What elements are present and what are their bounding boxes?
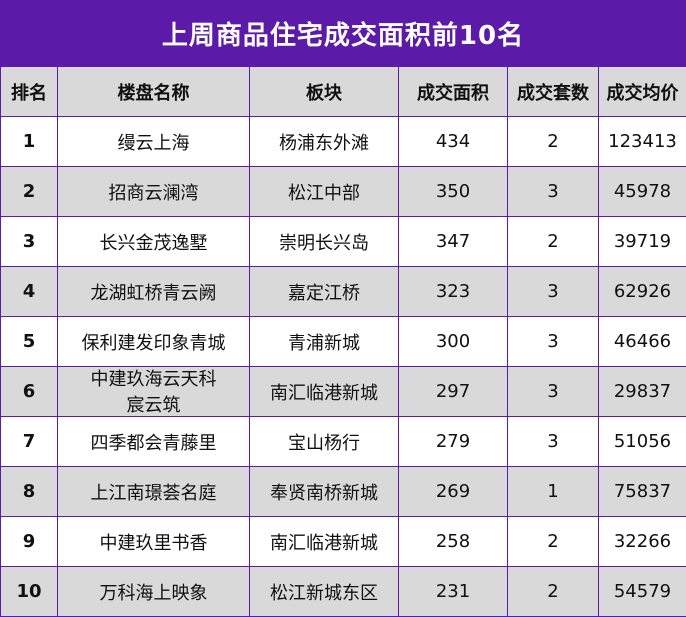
header-avg-price: 成交均价 xyxy=(599,67,686,117)
area-cell: 258 xyxy=(399,517,508,567)
header-rank: 排名 xyxy=(1,67,58,117)
district-cell: 嘉定江桥 xyxy=(250,267,399,317)
avg-price-cell: 29837 xyxy=(599,367,686,417)
units-cell: 3 xyxy=(508,167,599,217)
project-name-cell: 缦云上海 xyxy=(58,117,250,167)
district-cell: 宝山杨行 xyxy=(250,417,399,467)
units-cell: 3 xyxy=(508,317,599,367)
table-title: 上周商品住宅成交面积前10名 xyxy=(0,0,686,66)
district-cell: 杨浦东外滩 xyxy=(250,117,399,167)
district-cell: 南汇临港新城 xyxy=(250,367,399,417)
units-cell: 3 xyxy=(508,417,599,467)
avg-price-cell: 32266 xyxy=(599,517,686,567)
avg-price-cell: 54579 xyxy=(599,567,686,617)
avg-price-cell: 123413 xyxy=(599,117,686,167)
area-cell: 323 xyxy=(399,267,508,317)
project-name-cell: 中建玖里书香 xyxy=(58,517,250,567)
district-cell: 松江新城东区 xyxy=(250,567,399,617)
area-cell: 347 xyxy=(399,217,508,267)
table-row: 2 招商云澜湾 松江中部 350 3 45978 xyxy=(1,167,686,217)
avg-price-cell: 45978 xyxy=(599,167,686,217)
project-name-text: 中建玖海云天科宸云筑 xyxy=(89,367,219,416)
avg-price-cell: 62926 xyxy=(599,267,686,317)
project-name-cell: 招商云澜湾 xyxy=(58,167,250,217)
district-cell: 松江中部 xyxy=(250,167,399,217)
ranking-table: 排名 楼盘名称 板块 成交面积 成交套数 成交均价 1 缦云上海 杨浦东外滩 4… xyxy=(0,66,686,617)
table-row: 7 四季都会青藤里 宝山杨行 279 3 51056 xyxy=(1,417,686,467)
units-cell: 3 xyxy=(508,367,599,417)
rank-cell: 1 xyxy=(1,117,58,167)
units-cell: 2 xyxy=(508,567,599,617)
avg-price-cell: 75837 xyxy=(599,467,686,517)
rank-cell: 3 xyxy=(1,217,58,267)
units-cell: 1 xyxy=(508,467,599,517)
area-cell: 434 xyxy=(399,117,508,167)
table-row: 6 中建玖海云天科宸云筑 南汇临港新城 297 3 29837 xyxy=(1,367,686,417)
area-cell: 297 xyxy=(399,367,508,417)
units-cell: 2 xyxy=(508,217,599,267)
area-cell: 231 xyxy=(399,567,508,617)
table-row: 5 保利建发印象青城 青浦新城 300 3 46466 xyxy=(1,317,686,367)
project-name-wrapped: 中建玖海云天科宸云筑 xyxy=(58,367,249,416)
header-district: 板块 xyxy=(250,67,399,117)
area-cell: 300 xyxy=(399,317,508,367)
rank-cell: 4 xyxy=(1,267,58,317)
avg-price-cell: 51056 xyxy=(599,417,686,467)
project-name-cell: 保利建发印象青城 xyxy=(58,317,250,367)
table-row: 9 中建玖里书香 南汇临港新城 258 2 32266 xyxy=(1,517,686,567)
rank-cell: 2 xyxy=(1,167,58,217)
district-cell: 青浦新城 xyxy=(250,317,399,367)
project-name-cell: 四季都会青藤里 xyxy=(58,417,250,467)
table-row: 8 上江南璟荟名庭 奉贤南桥新城 269 1 75837 xyxy=(1,467,686,517)
area-cell: 279 xyxy=(399,417,508,467)
header-project-name: 楼盘名称 xyxy=(58,67,250,117)
rank-cell: 8 xyxy=(1,467,58,517)
rank-cell: 7 xyxy=(1,417,58,467)
header-area: 成交面积 xyxy=(399,67,508,117)
avg-price-cell: 46466 xyxy=(599,317,686,367)
table-row: 10 万科海上映象 松江新城东区 231 2 54579 xyxy=(1,567,686,617)
area-cell: 350 xyxy=(399,167,508,217)
units-cell: 2 xyxy=(508,517,599,567)
rank-cell: 6 xyxy=(1,367,58,417)
avg-price-cell: 39719 xyxy=(599,217,686,267)
district-cell: 崇明长兴岛 xyxy=(250,217,399,267)
table-header-row: 排名 楼盘名称 板块 成交面积 成交套数 成交均价 xyxy=(1,67,686,117)
area-cell: 269 xyxy=(399,467,508,517)
units-cell: 2 xyxy=(508,117,599,167)
units-cell: 3 xyxy=(508,267,599,317)
district-cell: 奉贤南桥新城 xyxy=(250,467,399,517)
table-row: 1 缦云上海 杨浦东外滩 434 2 123413 xyxy=(1,117,686,167)
rank-cell: 10 xyxy=(1,567,58,617)
project-name-cell: 万科海上映象 xyxy=(58,567,250,617)
rank-cell: 9 xyxy=(1,517,58,567)
project-name-cell: 龙湖虹桥青云阙 xyxy=(58,267,250,317)
district-cell: 南汇临港新城 xyxy=(250,517,399,567)
project-name-cell: 长兴金茂逸墅 xyxy=(58,217,250,267)
header-units: 成交套数 xyxy=(508,67,599,117)
project-name-cell: 上江南璟荟名庭 xyxy=(58,467,250,517)
table-row: 4 龙湖虹桥青云阙 嘉定江桥 323 3 62926 xyxy=(1,267,686,317)
table-row: 3 长兴金茂逸墅 崇明长兴岛 347 2 39719 xyxy=(1,217,686,267)
project-name-cell: 中建玖海云天科宸云筑 xyxy=(58,367,250,417)
rank-cell: 5 xyxy=(1,317,58,367)
